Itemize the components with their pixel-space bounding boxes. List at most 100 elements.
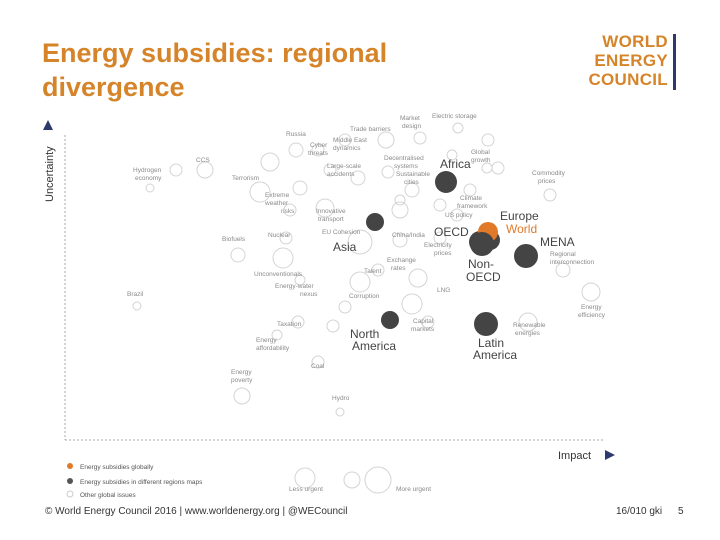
legend-more-urgent: More urgent — [396, 486, 431, 493]
issue-label: Energy — [256, 337, 277, 344]
issue-bubble — [394, 194, 406, 206]
x-axis-label: Impact — [558, 450, 591, 462]
latin-america-label-2: America — [473, 348, 517, 362]
legend: Energy subsidies globally Energy subsidi… — [66, 463, 431, 499]
page-number: 5 — [678, 506, 684, 517]
issue-bubble — [491, 161, 505, 175]
legend-label-other: Other global issues — [80, 492, 136, 499]
issue-bubble — [230, 247, 246, 263]
issue-label: risks — [281, 208, 295, 215]
issue-bubble — [543, 188, 557, 202]
issue-label: Talent — [364, 268, 382, 275]
asia-bubble — [366, 213, 384, 231]
issue-bubble — [169, 163, 183, 177]
issue-label: Terrorism — [232, 175, 259, 182]
issue-bubble — [381, 165, 395, 179]
legend-less-urgent: Less urgent — [289, 486, 323, 493]
issue-bubble — [446, 149, 458, 161]
y-axis-arrow-icon — [43, 120, 53, 130]
issue-bubble — [283, 203, 297, 217]
issue-label: economy — [135, 175, 162, 182]
title-line-1: Energy subsidies: regional — [42, 38, 388, 68]
issue-bubble — [413, 131, 427, 145]
issue-label: Energy-water — [275, 283, 314, 290]
issue-label: Market — [400, 115, 420, 122]
issue-bubble — [249, 181, 271, 203]
issue-bubble — [463, 183, 477, 197]
issue-label: Regional — [550, 251, 576, 258]
issue-label: dynamics — [333, 145, 361, 152]
issue-label: affordability — [256, 345, 290, 352]
issue-label: energies — [515, 330, 541, 337]
issue-bubble — [581, 282, 601, 302]
issue-bubble — [518, 312, 538, 332]
issue-bubble — [260, 152, 280, 172]
issue-labels: Russia Cyber threats Trade barriers Mark… — [127, 113, 606, 402]
issue-bubble — [294, 467, 316, 489]
world-energy-council-logo: WORLD ENERGY COUNCIL — [586, 30, 686, 92]
issue-label: Energy — [581, 304, 602, 311]
issue-label: markets — [411, 326, 435, 333]
north-america-label-1: North — [350, 327, 379, 341]
title-line-2: divergence — [42, 72, 185, 102]
issue-bubble — [391, 201, 409, 219]
issue-label: Middle East — [333, 137, 367, 144]
issue-label: Coal — [311, 363, 325, 370]
issue-label: growth — [471, 157, 491, 164]
issue-bubble — [196, 161, 214, 179]
issue-label: Sustainable — [396, 171, 430, 178]
asia-label: Asia — [333, 240, 357, 254]
issue-label: Exchange — [387, 257, 416, 264]
issue-bubble — [326, 319, 340, 333]
europe-label: Europe — [500, 209, 539, 223]
logo-line-2: ENERGY — [594, 51, 668, 70]
issue-label: Commodity — [532, 170, 566, 177]
issue-label: framework — [457, 203, 488, 210]
issue-label: Energy — [231, 369, 252, 376]
issue-bubble — [292, 180, 308, 196]
issue-label: nexus — [300, 291, 318, 298]
issue-label: Corruption — [349, 293, 380, 300]
issue-label: Nuclear — [268, 232, 291, 239]
mena-label: MENA — [540, 235, 575, 249]
africa-label: Africa — [440, 157, 471, 171]
issue-bubble — [311, 355, 325, 369]
issue-bubble — [272, 247, 294, 269]
issue-label: Innovative — [316, 208, 346, 215]
issue-bubble — [288, 142, 304, 158]
issue-bubble — [408, 268, 428, 288]
logo-wordmark: WORLD ENERGY COUNCIL — [588, 32, 668, 89]
issue-bubble — [294, 274, 306, 286]
issue-label: cities — [404, 179, 420, 186]
issue-bubble — [421, 315, 435, 329]
legend-label-global: Energy subsidies globally — [80, 464, 154, 471]
africa-bubble — [435, 171, 457, 193]
latin-america-bubble — [474, 312, 498, 336]
footer-copyright: © World Energy Council 2016 | www.worlde… — [45, 506, 348, 517]
footer-date: 16/010 gki — [616, 506, 663, 517]
issue-label: poverty — [231, 377, 253, 384]
issue-label: Trade barriers — [350, 126, 391, 133]
issue-label: threats — [308, 150, 329, 157]
non-oecd-label-1: Non- — [468, 257, 494, 271]
issue-bubble — [323, 163, 337, 177]
issue-label: Renewable — [513, 322, 546, 329]
issue-bubble — [364, 466, 392, 494]
region-bubbles — [366, 171, 538, 336]
issue-label: Cyber — [310, 142, 328, 149]
issue-label: Capital — [413, 318, 434, 325]
issue-label: transport — [318, 216, 344, 223]
issue-label: LNG — [437, 287, 450, 294]
logo-bar — [673, 34, 676, 90]
issue-bubble — [452, 122, 464, 134]
issue-label: Russia — [286, 131, 306, 138]
issue-bubble — [555, 262, 571, 278]
issue-bubble — [450, 208, 464, 222]
issue-bubble — [233, 387, 251, 405]
issue-bubble — [349, 271, 371, 293]
issue-bubble — [371, 263, 385, 277]
issue-label: Electric storage — [432, 113, 477, 120]
issue-label: Hydrogen — [133, 167, 162, 174]
issue-label: Biofuels — [222, 236, 246, 243]
issue-label: interconnection — [550, 259, 594, 266]
